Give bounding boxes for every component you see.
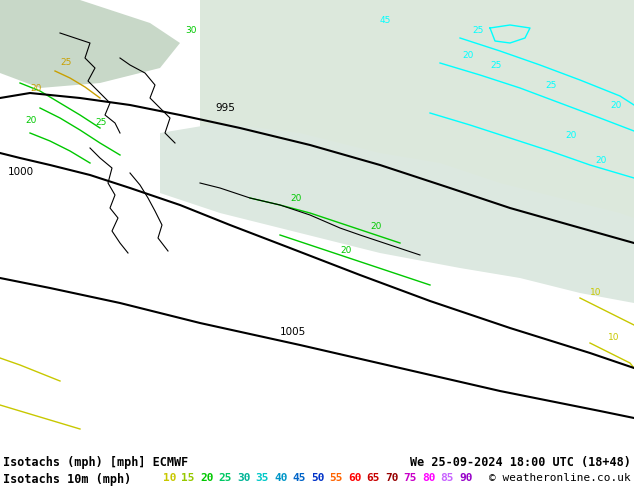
Text: 15: 15 — [181, 473, 195, 483]
Text: 995: 995 — [215, 103, 235, 113]
Text: 25: 25 — [472, 26, 483, 35]
Text: 25: 25 — [95, 118, 107, 127]
Text: 40: 40 — [274, 473, 287, 483]
Text: Isotachs (mph) [mph] ECMWF: Isotachs (mph) [mph] ECMWF — [3, 456, 188, 469]
Text: 20: 20 — [595, 156, 606, 165]
Text: 65: 65 — [366, 473, 380, 483]
Text: Isotachs 10m (mph): Isotachs 10m (mph) — [3, 473, 131, 486]
Text: 10: 10 — [608, 333, 619, 342]
Text: 55: 55 — [330, 473, 343, 483]
Text: 85: 85 — [441, 473, 454, 483]
Text: 1005: 1005 — [280, 327, 306, 337]
Text: 25: 25 — [219, 473, 232, 483]
Text: 90: 90 — [459, 473, 472, 483]
Text: 70: 70 — [385, 473, 399, 483]
Text: 30: 30 — [185, 26, 197, 35]
Text: 20: 20 — [200, 473, 214, 483]
Text: 35: 35 — [256, 473, 269, 483]
Polygon shape — [160, 123, 634, 303]
Text: 20: 20 — [340, 246, 351, 255]
Text: 45: 45 — [292, 473, 306, 483]
Text: © weatheronline.co.uk: © weatheronline.co.uk — [489, 473, 631, 483]
Text: 45: 45 — [380, 16, 391, 25]
Text: We 25-09-2024 18:00 UTC (18+48): We 25-09-2024 18:00 UTC (18+48) — [410, 456, 631, 469]
Polygon shape — [0, 0, 180, 88]
Text: 20: 20 — [25, 116, 36, 125]
Text: 20: 20 — [370, 222, 382, 231]
Text: 25: 25 — [60, 58, 72, 67]
Text: 25: 25 — [545, 81, 557, 90]
Text: 50: 50 — [311, 473, 325, 483]
Text: 1000: 1000 — [8, 167, 34, 177]
Text: 20: 20 — [290, 194, 301, 203]
Text: 75: 75 — [403, 473, 417, 483]
Text: 30: 30 — [237, 473, 250, 483]
Text: 20: 20 — [462, 51, 474, 60]
Text: 20: 20 — [610, 101, 621, 110]
Text: 25: 25 — [490, 61, 501, 70]
Text: 10: 10 — [590, 288, 602, 297]
Text: 80: 80 — [422, 473, 436, 483]
Text: 20: 20 — [565, 131, 576, 140]
Text: 10: 10 — [163, 473, 176, 483]
Text: 20: 20 — [30, 84, 41, 93]
Text: 60: 60 — [348, 473, 361, 483]
Polygon shape — [200, 0, 634, 233]
